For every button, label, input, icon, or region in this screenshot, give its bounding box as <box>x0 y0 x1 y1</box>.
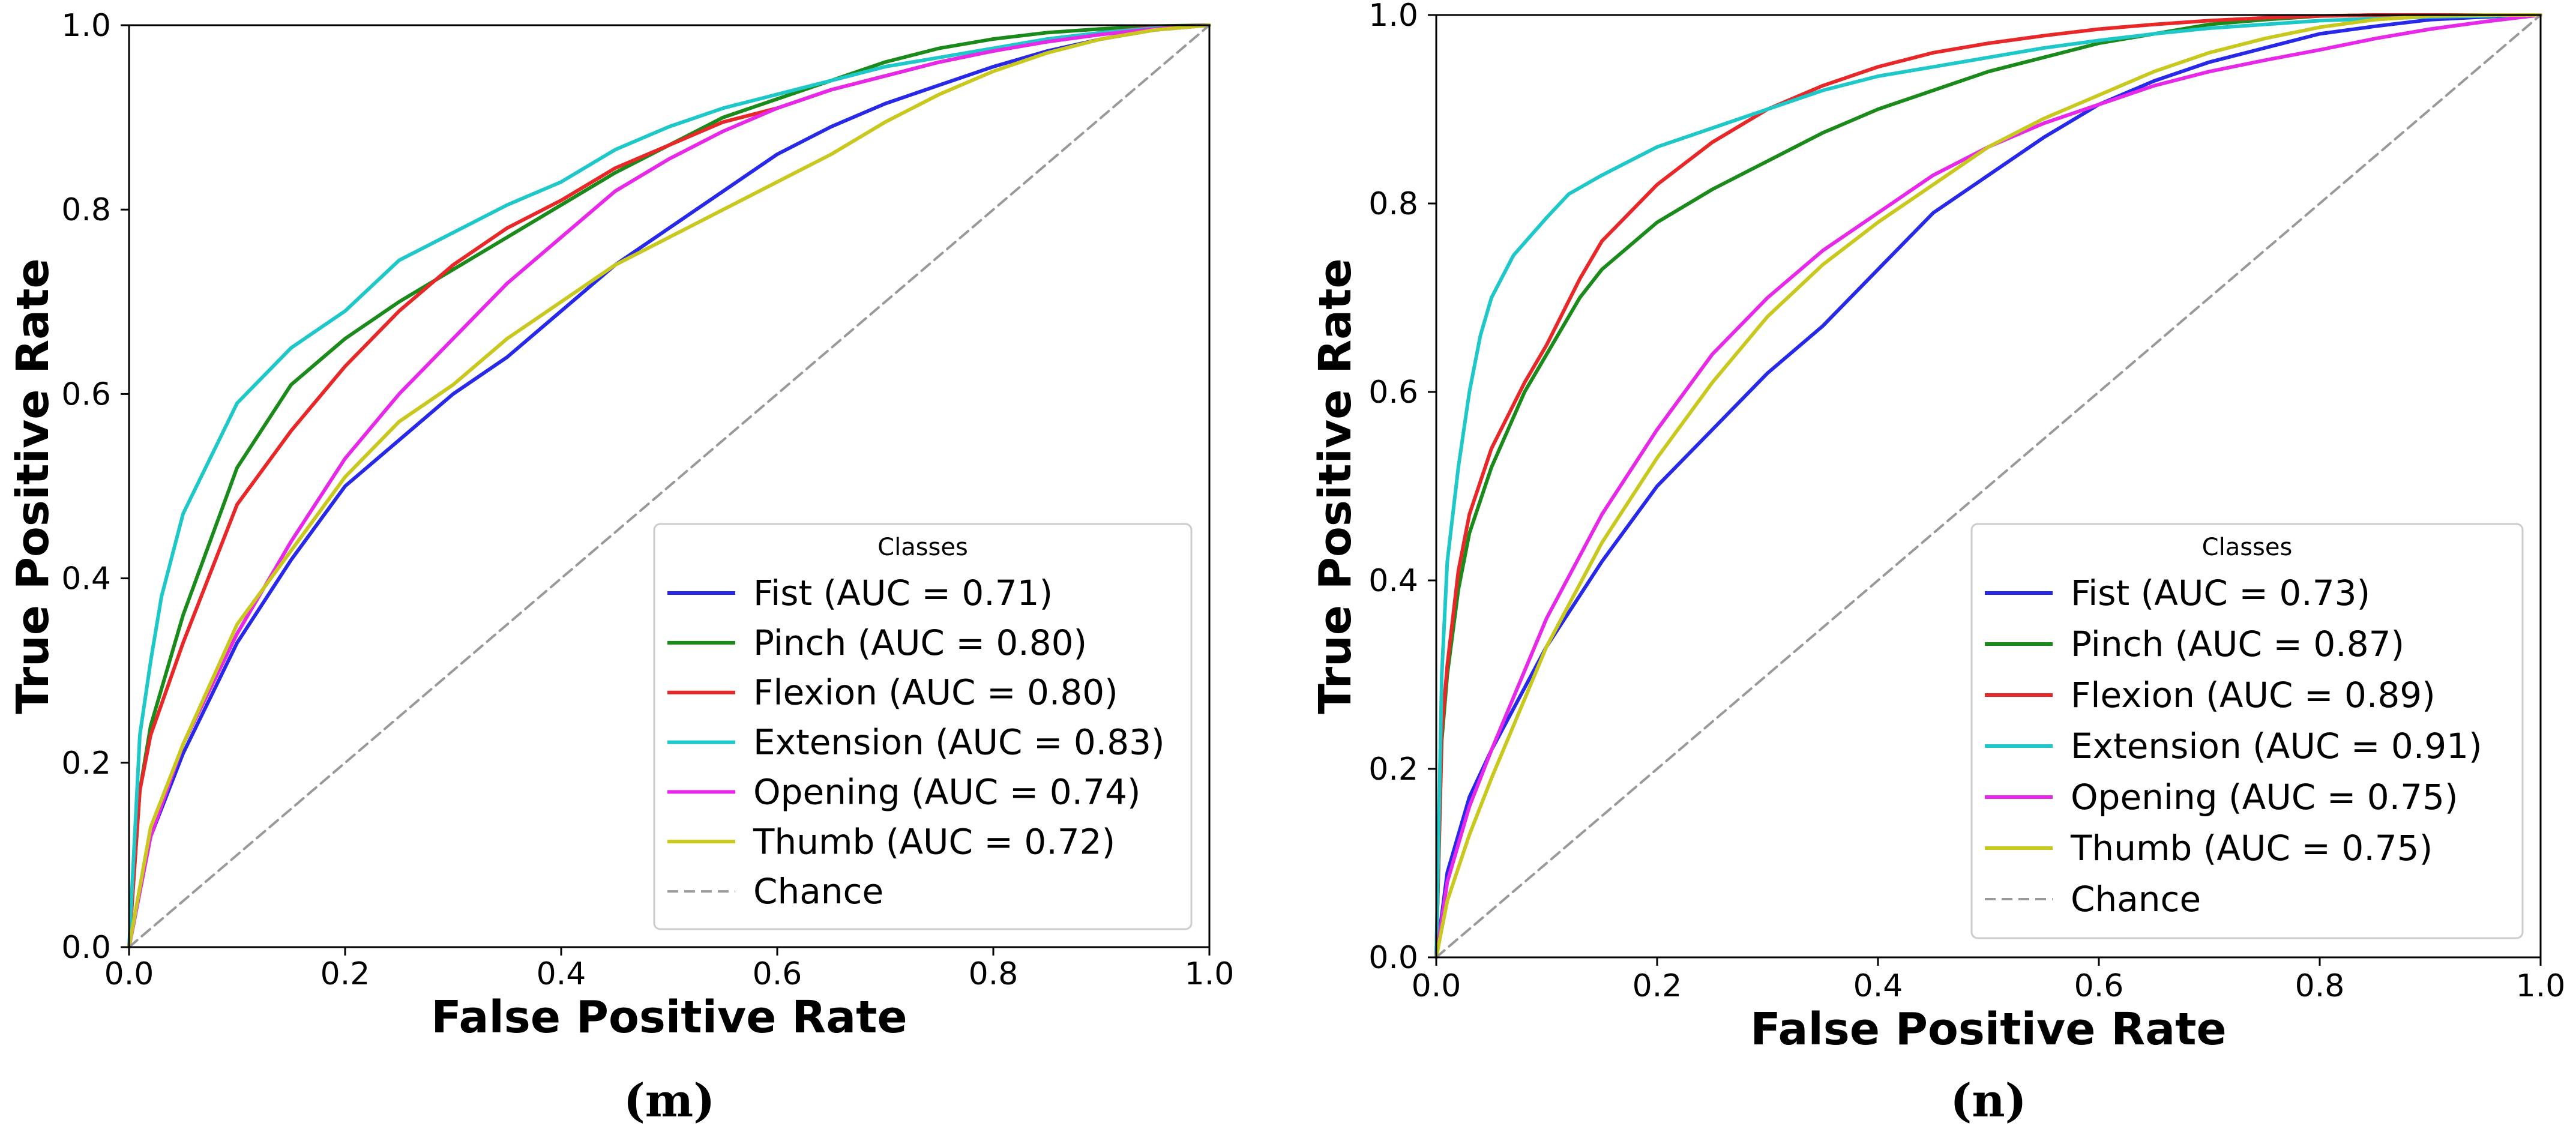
y-tick-label: 0.4 <box>1368 563 1418 599</box>
series-line-fist <box>1434 13 2542 959</box>
legend-box <box>1970 523 2524 939</box>
series-line-pinch <box>1434 13 2542 959</box>
x-tick-label: 0.0 <box>1412 968 1461 1004</box>
x-tick-label: 0.4 <box>1853 968 1903 1004</box>
series-line-thumb <box>1434 13 2542 959</box>
y-tick-label: 0.0 <box>61 930 111 966</box>
panel-label: (m) <box>624 1074 715 1127</box>
series-line-fist <box>127 23 1211 949</box>
y-tick-label: 0.6 <box>61 376 111 412</box>
legend: Classes Fist (AUC = 0.71) Pinch (AUC = 0.8… <box>653 523 1193 930</box>
y-axis-label: True Positive Rate <box>7 258 59 714</box>
legend-entry: Thumb (AUC = 0.75) <box>2070 828 2433 869</box>
legend-entry: Opening (AUC = 0.75) <box>2071 777 2458 817</box>
y-tick-label: 0.8 <box>61 192 111 228</box>
legend-entry: Fist (AUC = 0.73) <box>2071 573 2370 613</box>
y-tick-label: 0.2 <box>61 745 111 781</box>
legend-entry: Thumb (AUC = 0.72) <box>753 821 1115 862</box>
series-line-opening <box>1434 13 2542 959</box>
series-line-extension <box>127 23 1211 949</box>
legend-entry: Flexion (AUC = 0.89) <box>2071 675 2436 715</box>
legend-entry: Pinch (AUC = 0.80) <box>753 622 1087 663</box>
series-line-pinch <box>127 23 1211 949</box>
y-tick-label: 1.0 <box>61 8 111 44</box>
legend-title: Classes <box>877 534 968 561</box>
legend-entry: Chance <box>2071 879 2201 920</box>
x-tick-label: 0.2 <box>320 956 370 992</box>
x-tick-label: 0.6 <box>2074 968 2124 1004</box>
x-axis-label: False Positive Rate <box>1750 1004 2226 1055</box>
x-tick-label: 1.0 <box>1185 956 1235 992</box>
y-tick-label: 0.6 <box>1368 375 1418 411</box>
legend-title: Classes <box>2202 534 2293 561</box>
y-tick-label: 0.4 <box>61 561 111 597</box>
x-tick-label: 1.0 <box>2516 968 2566 1004</box>
series-line-extension <box>1434 13 2542 959</box>
plot-frame <box>128 24 1211 948</box>
series-line-chance <box>1435 14 2542 959</box>
series-line-flexion <box>1434 13 2542 959</box>
x-tick-label: 0.8 <box>969 956 1019 992</box>
series-line-chance <box>128 24 1211 948</box>
x-tick-label: 0.8 <box>2295 968 2345 1004</box>
y-tick-label: 1.0 <box>1368 0 1418 34</box>
series-line-thumb <box>127 23 1211 949</box>
y-tick-label: 0.8 <box>1368 186 1418 222</box>
y-tick-label: 0.0 <box>1368 940 1418 976</box>
x-tick-label: 0.4 <box>537 956 586 992</box>
y-axis-label: True Positive Rate <box>1310 258 1361 714</box>
legend-entry: Pinch (AUC = 0.87) <box>2071 624 2404 664</box>
x-tick-label: 0.0 <box>104 956 154 992</box>
x-tick-label: 0.2 <box>1633 968 1682 1004</box>
y-tick-label: 0.2 <box>1368 751 1418 787</box>
panel-label: (n) <box>1950 1074 2026 1127</box>
roc-chart-m: 0.0 0.2 0.4 0.6 0.8 1.0 0.0 0.2 0.4 0.6 0.8 1.0 Fals… <box>7 8 1234 1127</box>
legend-entry: Fist (AUC = 0.71) <box>753 573 1053 613</box>
legend-entry: Chance <box>753 871 883 912</box>
legend-entry: Opening (AUC = 0.74) <box>753 771 1141 812</box>
legend: Classes Fist (AUC = 0.73) Pinch (AUC = 0.8… <box>1970 523 2524 939</box>
plot-frame <box>1435 14 2542 959</box>
roc-chart-n: 0.0 0.2 0.4 0.6 0.8 1.0 0.0 0.2 0.4 0.6 0.8 1.0 Fals… <box>1310 0 2565 1127</box>
legend-entry: Extension (AUC = 0.83) <box>753 722 1165 763</box>
x-tick-label: 0.6 <box>753 956 802 992</box>
legend-entry: Flexion (AUC = 0.80) <box>753 672 1118 713</box>
legend-box <box>653 523 1193 930</box>
x-axis-label: False Positive Rate <box>431 992 907 1043</box>
legend-entry: Extension (AUC = 0.91) <box>2071 726 2482 766</box>
